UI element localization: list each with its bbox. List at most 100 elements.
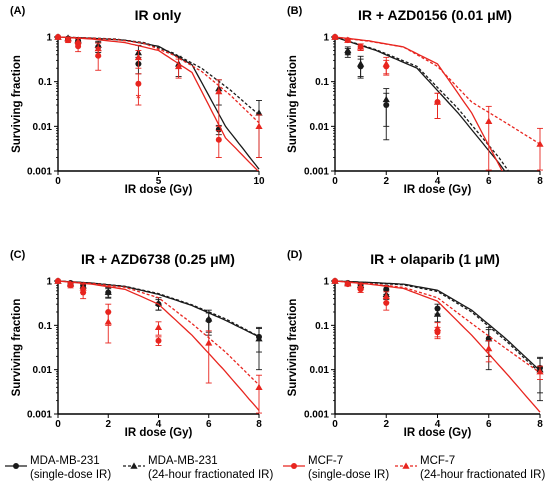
panel-title: IR + olaparib (1 μM) bbox=[370, 251, 500, 267]
y-tick-label: 0.001 bbox=[27, 167, 52, 178]
data-point bbox=[134, 53, 142, 61]
data-point bbox=[357, 60, 365, 67]
panel-title: IR only bbox=[135, 7, 182, 23]
significance-annotation: * bbox=[136, 90, 142, 106]
x-axis-label: IR dose (Gy) bbox=[404, 427, 472, 439]
panel-label: (B) bbox=[287, 5, 303, 17]
panel-label: (A) bbox=[10, 5, 26, 17]
data-point bbox=[382, 60, 390, 67]
legend-symbol bbox=[402, 462, 410, 469]
data-point bbox=[255, 109, 263, 116]
fit-curve bbox=[58, 36, 260, 170]
y-tick-label: 0.01 bbox=[310, 365, 330, 376]
data-point bbox=[331, 33, 339, 40]
fit-curve bbox=[58, 36, 260, 124]
y-tick-label: 0.001 bbox=[304, 410, 329, 421]
y-tick-label: 0.1 bbox=[38, 321, 52, 332]
data-point bbox=[255, 122, 263, 130]
data-point bbox=[485, 117, 493, 124]
data-point bbox=[255, 335, 263, 342]
x-tick-label: 6 bbox=[486, 176, 492, 187]
x-tick-label: 8 bbox=[537, 419, 543, 430]
x-tick-label: 10 bbox=[253, 176, 265, 187]
legend-symbol bbox=[13, 463, 19, 469]
y-axis-label: Surviving fraction bbox=[287, 55, 299, 153]
panel-title: IR + AZD0156 (0.01 μM) bbox=[358, 7, 512, 23]
legend-marker-mda-single bbox=[5, 463, 27, 469]
data-point bbox=[94, 44, 102, 52]
series-mda_single bbox=[55, 34, 260, 170]
series-mcf_single bbox=[332, 34, 503, 171]
x-tick-label: 5 bbox=[156, 176, 162, 187]
data-point bbox=[344, 36, 352, 43]
data-point bbox=[433, 324, 442, 332]
x-tick-label: 4 bbox=[435, 419, 441, 430]
legend-label-mda-frac-line1: MDA-MB-231 bbox=[148, 455, 218, 467]
series-mcf_single bbox=[332, 278, 541, 413]
legend-label-mda-single-line1: MDA-MB-231 bbox=[30, 455, 100, 467]
data-point bbox=[357, 43, 365, 50]
data-point bbox=[64, 35, 72, 42]
y-tick-label: 0.001 bbox=[304, 167, 329, 178]
y-tick-label: 0.1 bbox=[315, 77, 329, 88]
x-tick-label: 0 bbox=[332, 419, 338, 430]
series-mcf_single bbox=[55, 34, 259, 171]
legend-label-mcf-single-line1: MCF-7 bbox=[308, 455, 344, 467]
fit-curve bbox=[335, 36, 503, 171]
legend-label-mda-single-line2: (single-dose IR) bbox=[30, 469, 112, 481]
series-mcf_frac bbox=[331, 33, 544, 171]
data-point bbox=[74, 37, 82, 45]
data-point bbox=[205, 339, 213, 346]
legend-label-mcf-frac-line1: MCF-7 bbox=[420, 455, 456, 467]
legend-marker-mda-frac bbox=[123, 462, 145, 469]
series-mcf_frac bbox=[331, 277, 544, 380]
data-point bbox=[485, 344, 493, 352]
legend-symbol bbox=[291, 463, 297, 469]
data-point bbox=[536, 140, 544, 147]
data-point bbox=[155, 337, 162, 344]
data-point bbox=[255, 383, 263, 391]
x-tick-label: 6 bbox=[486, 419, 492, 430]
panel-title: IR + AZD6738 (0.25 μM) bbox=[81, 251, 235, 267]
legend-marker-mcf-frac bbox=[395, 462, 417, 469]
x-tick-label: 8 bbox=[537, 176, 543, 187]
data-point bbox=[383, 286, 390, 293]
y-tick-label: 1 bbox=[323, 277, 329, 288]
legend-symbol bbox=[130, 462, 138, 469]
y-axis-label: Surviving fraction bbox=[11, 299, 23, 397]
data-point bbox=[485, 335, 493, 342]
data-point bbox=[79, 284, 87, 291]
fit-curve bbox=[335, 280, 541, 413]
y-tick-label: 1 bbox=[46, 33, 52, 44]
y-tick-label: 0.1 bbox=[38, 77, 52, 88]
x-tick-label: 4 bbox=[156, 419, 162, 430]
data-point bbox=[66, 280, 75, 287]
data-point bbox=[383, 299, 390, 306]
x-tick-label: 6 bbox=[206, 419, 212, 430]
fit-curve bbox=[335, 36, 506, 171]
x-tick-label: 2 bbox=[383, 419, 389, 430]
data-point bbox=[433, 310, 442, 317]
x-axis-label: IR dose (Gy) bbox=[404, 184, 472, 196]
data-point bbox=[433, 98, 442, 105]
data-point bbox=[104, 318, 112, 325]
panel-b: (B) IR + AZD0156 (0.01 μM) 0.001 0.01 0.1 1 0 2… bbox=[287, 5, 544, 196]
fit-curve bbox=[58, 280, 260, 338]
y-axis-label: Surviving fraction bbox=[11, 55, 23, 153]
x-axis-label: IR dose (Gy) bbox=[125, 184, 193, 196]
y-tick-label: 1 bbox=[46, 277, 52, 288]
data-point bbox=[175, 62, 183, 70]
series-mcf_frac bbox=[54, 33, 263, 159]
x-tick-label: 0 bbox=[55, 419, 61, 430]
data-point bbox=[215, 136, 222, 143]
y-tick-label: 0.001 bbox=[27, 410, 52, 421]
legend-label-mcf-frac-line2: (24-hour fractionated IR) bbox=[420, 469, 546, 481]
series-mcf_frac bbox=[54, 277, 263, 414]
y-tick-label: 0.01 bbox=[33, 122, 53, 133]
x-tick-label: 0 bbox=[332, 176, 338, 187]
y-tick-label: 0.01 bbox=[33, 365, 53, 376]
data-point bbox=[382, 95, 390, 103]
y-tick-label: 1 bbox=[323, 33, 329, 44]
